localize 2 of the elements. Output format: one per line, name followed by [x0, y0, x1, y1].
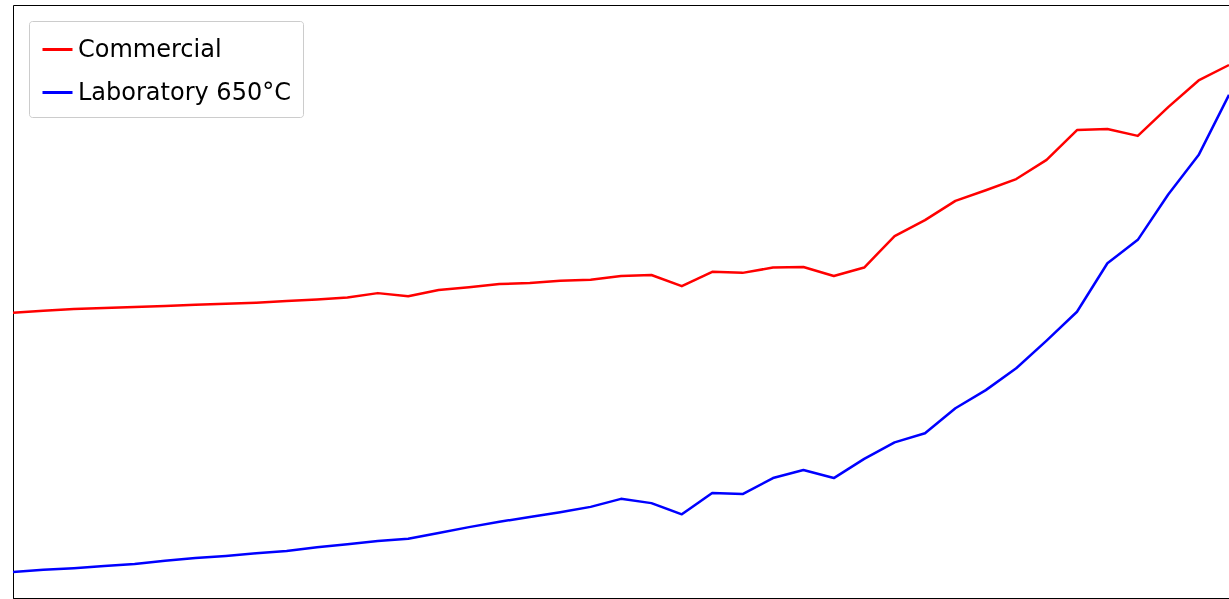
- legend-label: Commercial: [78, 34, 222, 63]
- legend-label: Laboratory 650°C: [78, 77, 291, 106]
